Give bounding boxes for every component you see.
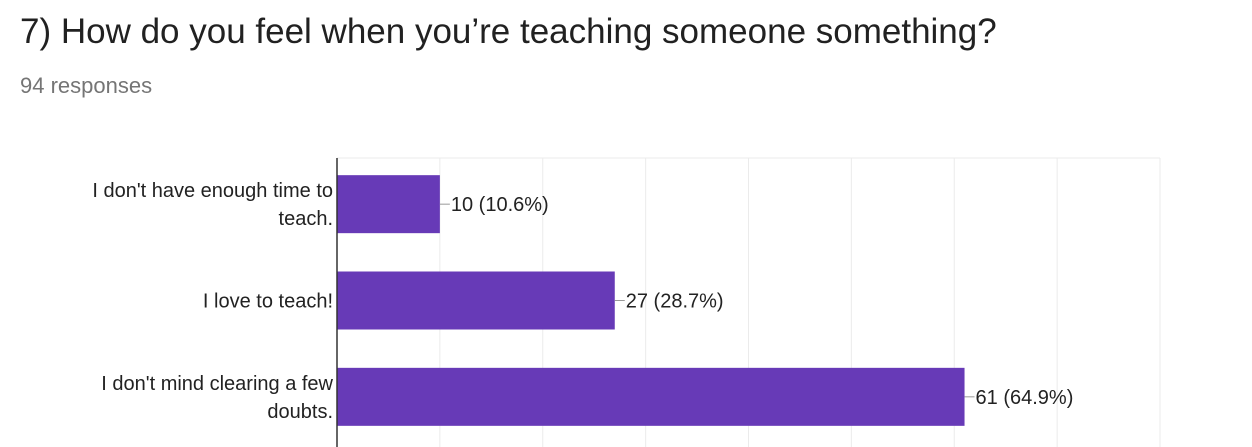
bar [337, 175, 440, 234]
category-label: teach. [279, 208, 333, 230]
bar [337, 367, 965, 426]
question-title: 7) How do you feel when you’re teaching … [20, 12, 997, 51]
category-label: I don't mind clearing a few [101, 373, 333, 395]
category-label: I don't have enough time to [92, 180, 333, 202]
bar [337, 271, 615, 330]
category-label: doubts. [267, 401, 333, 423]
response-count: 94 responses [20, 73, 153, 98]
data-label: 10 (10.6%) [451, 194, 549, 216]
data-label: 61 (64.9%) [976, 387, 1074, 409]
category-label: I love to teach! [203, 291, 333, 313]
data-label: 27 (28.7%) [626, 291, 724, 313]
